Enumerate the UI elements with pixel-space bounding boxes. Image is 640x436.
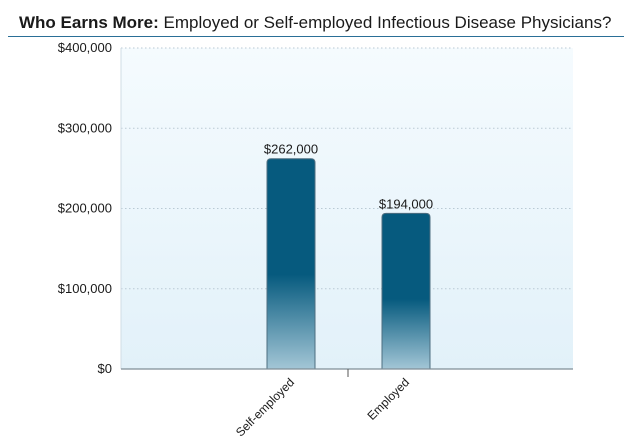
data-label: $262,000	[264, 142, 318, 157]
grid-lines	[121, 47, 573, 290]
y-tick-label: $200,000	[58, 201, 112, 216]
x-category-label: Self-employed	[233, 375, 297, 436]
y-tick-label: $400,000	[58, 40, 112, 55]
x-axis: Self-employed Employed	[121, 368, 573, 436]
x-category-label: Employed	[364, 375, 412, 423]
y-tick-label: $100,000	[58, 281, 112, 296]
y-axis: $0 $100,000 $200,000 $300,000 $400,000	[58, 40, 122, 376]
title-bar: Who Earns More: Employed or Self-employe…	[8, 0, 624, 37]
y-tick-label: $0	[98, 361, 112, 376]
y-tick-label: $300,000	[58, 120, 112, 135]
bars: $262,000 $194,000	[264, 142, 433, 370]
bar-self-employed	[266, 158, 316, 370]
chart-title-rest: Employed or Self-employed Infectious Dis…	[158, 13, 612, 32]
bar-employed	[381, 212, 431, 370]
data-label: $194,000	[379, 196, 433, 211]
chart-title-bold: Who Earns More:	[19, 13, 159, 32]
chart-title: Who Earns More: Employed or Self-employe…	[19, 13, 611, 33]
